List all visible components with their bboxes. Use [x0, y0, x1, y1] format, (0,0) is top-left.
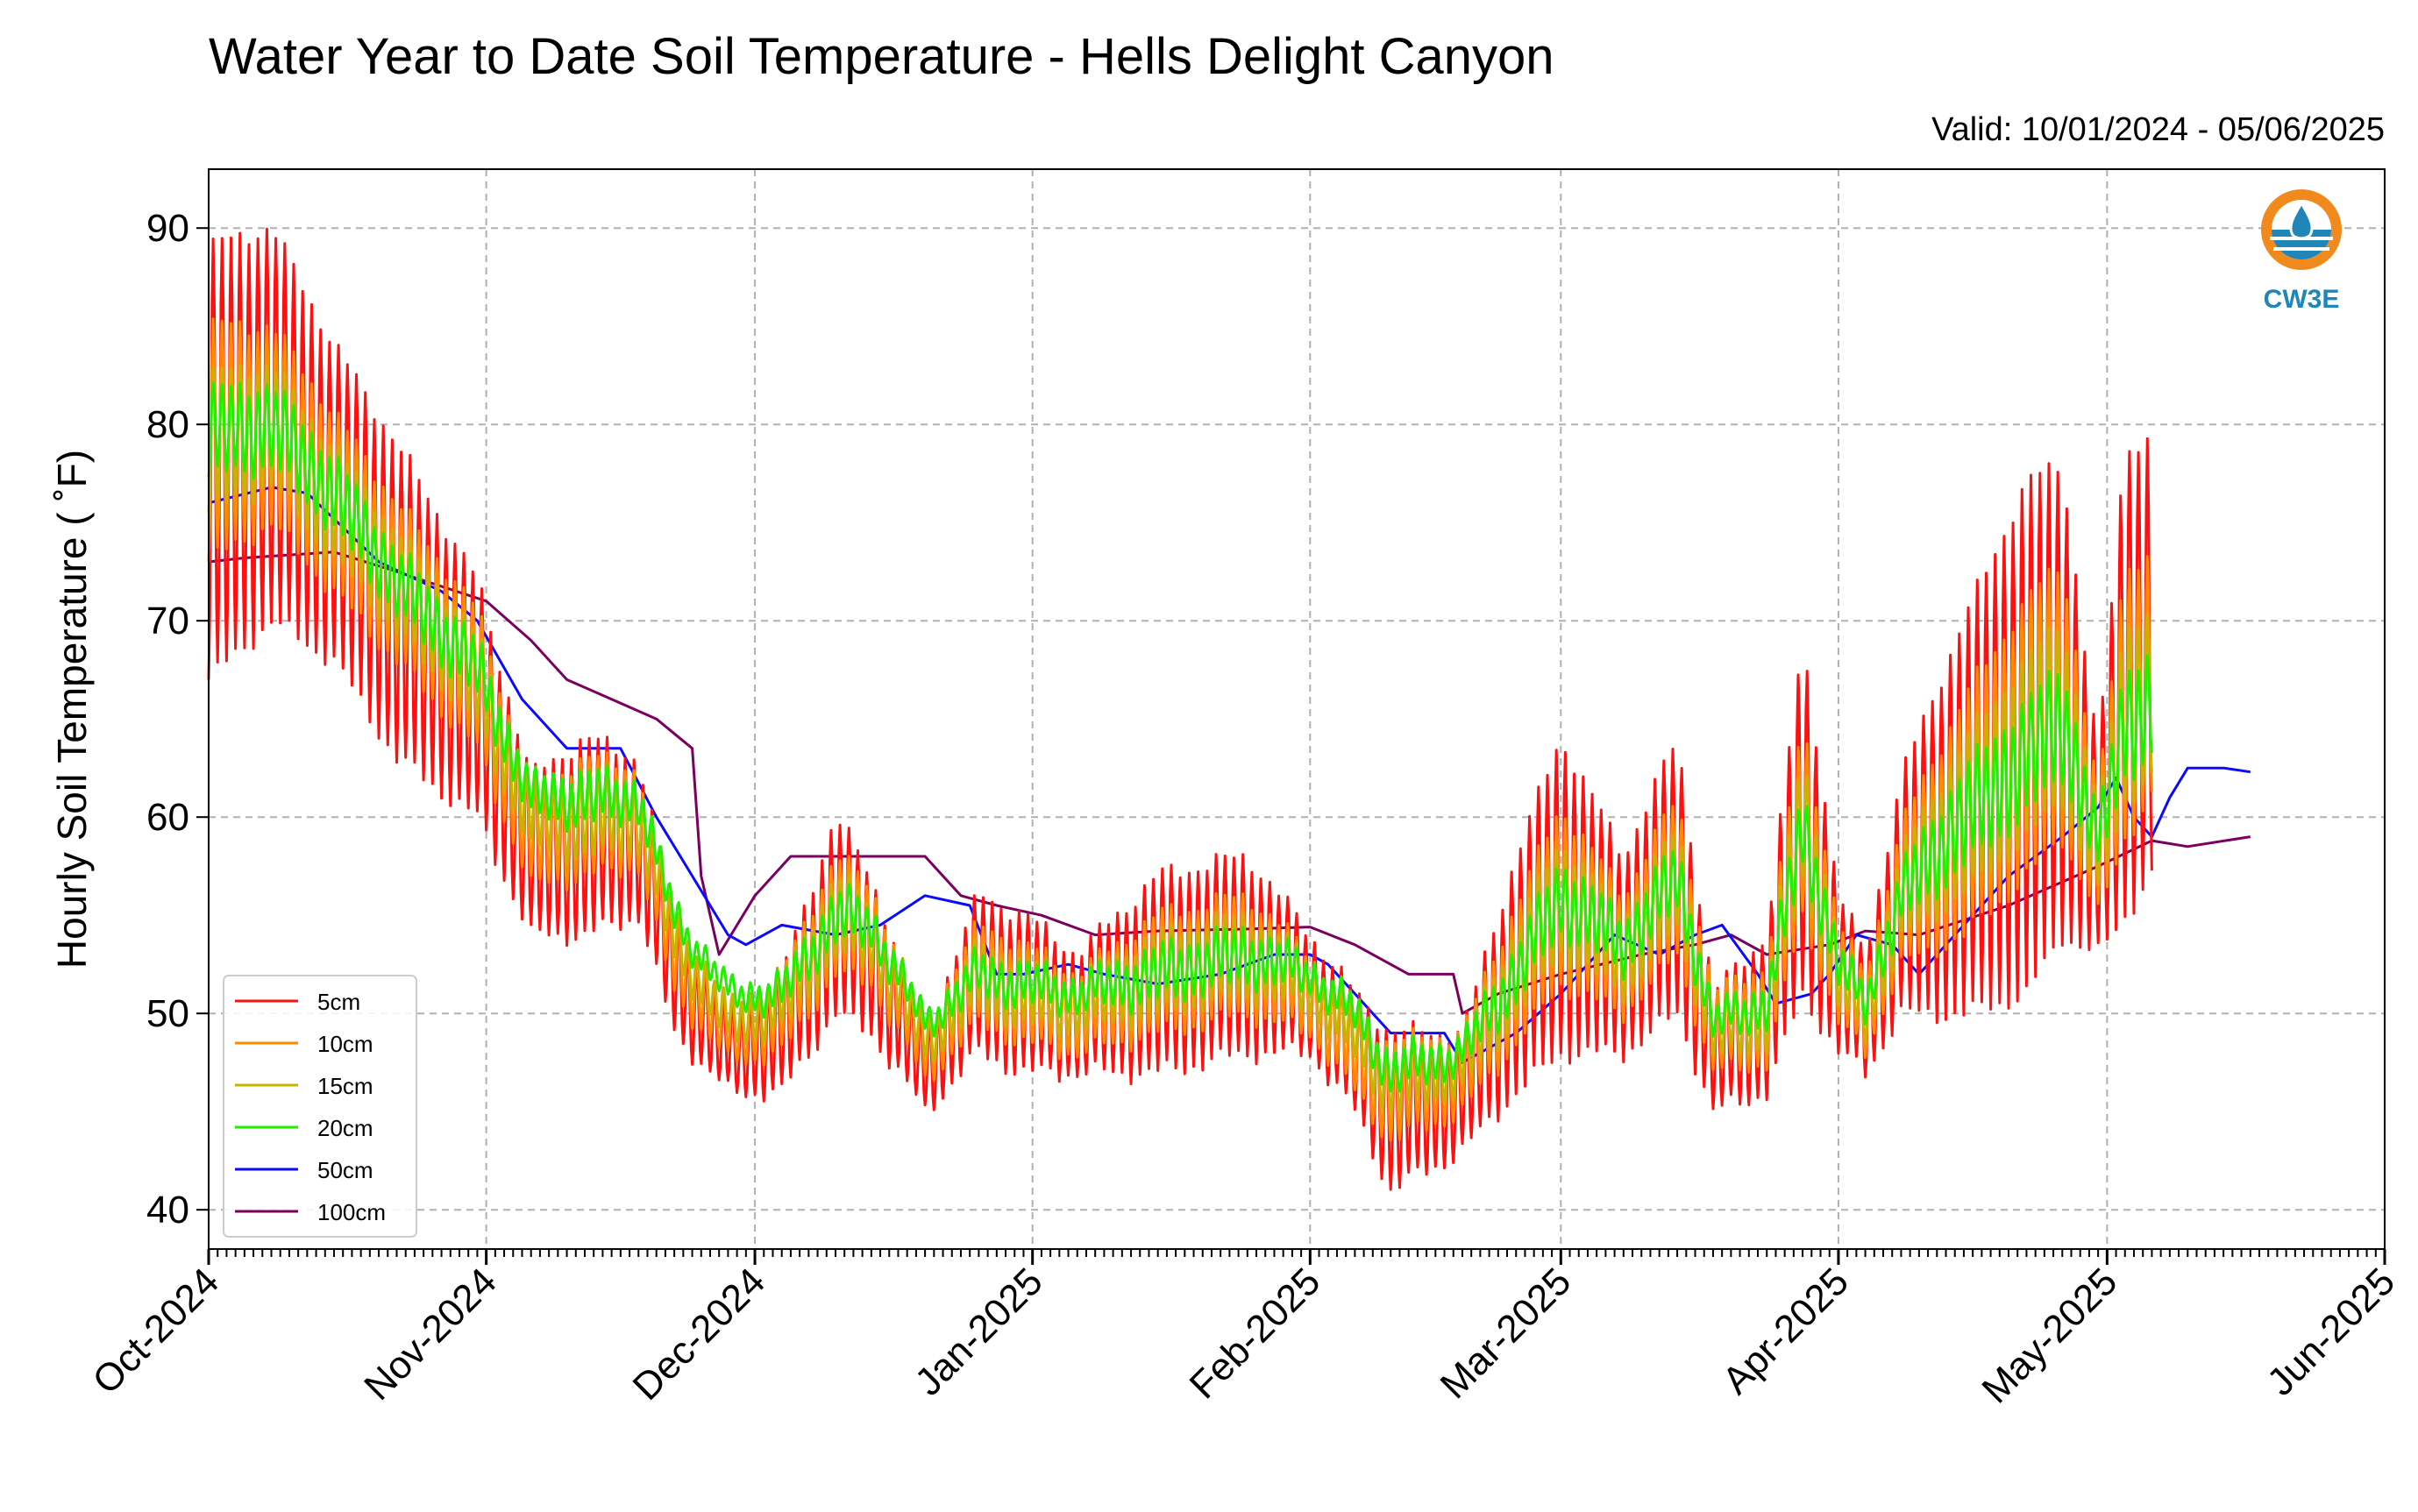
y-axis: 40 50 60 70 80 90 — [146, 207, 209, 1232]
chart-title: Water Year to Date Soil Temperature - He… — [209, 28, 1554, 85]
cw3e-logo-text: CW3E — [2264, 285, 2340, 314]
legend-label: 20cm — [317, 1115, 373, 1141]
series-line-20cm — [207, 381, 2153, 1093]
legend-label: 100cm — [317, 1199, 386, 1225]
y-tick-label: 90 — [146, 207, 189, 250]
legend-label: 10cm — [317, 1031, 373, 1057]
legend-label: 5cm — [317, 989, 360, 1015]
y-tick-label: 70 — [146, 600, 189, 642]
y-tick-label: 80 — [146, 403, 189, 446]
cw3e-logo: CW3E — [2261, 189, 2342, 314]
legend-label: 15cm — [317, 1073, 373, 1099]
y-axis-label: Hourly Soil Temperature ( ˚F) — [49, 450, 95, 969]
legend-frame — [223, 975, 417, 1238]
chart-subtitle: Valid: 10/01/2024 - 05/06/2025 — [1931, 111, 2385, 148]
plot-frame — [208, 168, 2386, 1250]
legend: 5cm 10cm 15cm 20cm 50cm 100cm — [223, 975, 417, 1238]
y-tick-label: 40 — [146, 1189, 189, 1232]
y-tick-label: 50 — [146, 992, 189, 1035]
x-minor-ticks — [208, 1249, 2386, 1257]
y-tick-label: 60 — [146, 796, 189, 839]
legend-label: 50cm — [317, 1157, 373, 1183]
data-series — [207, 227, 2251, 1191]
